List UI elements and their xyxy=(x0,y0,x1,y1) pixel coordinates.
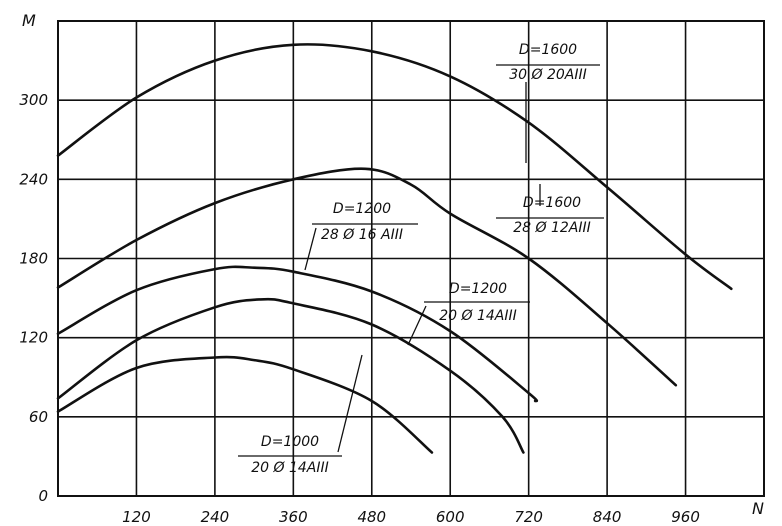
annotation-d1200-20: D=1200 20 Ø 14AIII xyxy=(407,281,530,346)
x-tick-label: 120 xyxy=(122,508,151,526)
annotation-d1200-28: D=1200 28 Ø 16 AIII xyxy=(304,201,418,271)
annotation-d1600-30: D=1600 30 Ø 20AIII xyxy=(496,42,600,163)
series-line-d1000-20 xyxy=(56,355,434,454)
x-tick-label: 600 xyxy=(436,508,465,526)
series-line-d1200-20 xyxy=(56,297,525,454)
series-line-d1200-28 xyxy=(56,265,539,403)
annotation-leader-line xyxy=(337,354,363,453)
x-tick-label: 720 xyxy=(514,508,543,526)
annotation-reinforcement: 20 Ø 14AIII xyxy=(439,308,517,324)
annotation-d1600-28: D=1600 28 Ø 12AIII xyxy=(496,184,604,236)
x-tick-label: 240 xyxy=(201,508,230,526)
x-tick-label: 360 xyxy=(279,508,308,526)
annotation-diameter: D=1600 xyxy=(523,195,581,211)
y-tick-label: 120 xyxy=(19,329,48,347)
annotation-leader-line xyxy=(407,305,427,346)
y-tick-label: 180 xyxy=(19,250,48,268)
y-tick-label: 240 xyxy=(19,170,48,188)
annotation-reinforcement: 30 Ø 20AIII xyxy=(509,67,587,83)
y-tick-label: 0 xyxy=(38,487,48,505)
tick-labels: 120 240 360 480 600 720 840 960 0 60 120 180 240 300 xyxy=(19,91,700,526)
plot-frame xyxy=(57,20,765,497)
annotation-d1000-20: D=1000 20 Ø 14AIII xyxy=(238,354,363,476)
annotation-reinforcement: 28 Ø 12AIII xyxy=(513,220,591,236)
annotation-diameter: D=1200 xyxy=(333,201,391,217)
series-line-d1600-28 xyxy=(56,167,678,387)
annotation-reinforcement: 28 Ø 16 AIII xyxy=(321,227,403,243)
series-line-d1600-30 xyxy=(56,43,733,291)
x-tick-label: 840 xyxy=(593,508,622,526)
annotation-reinforcement: 20 Ø 14AIII xyxy=(251,460,329,476)
x-axis-label: N xyxy=(752,499,764,518)
y-tick-label: 300 xyxy=(19,91,48,109)
y-axis-label: M xyxy=(22,11,36,30)
y-tick-label: 60 xyxy=(29,408,48,426)
annotation-leader-line xyxy=(304,227,317,271)
curve-annotations: D=1600 30 Ø 20AIII D=1600 28 Ø 12AIII D=1200… xyxy=(238,42,604,476)
grid xyxy=(58,21,764,496)
x-tick-label: 960 xyxy=(671,508,700,526)
annotation-diameter: D=1600 xyxy=(519,42,577,58)
annotation-diameter: D=1000 xyxy=(261,434,319,450)
annotation-diameter: D=1200 xyxy=(449,281,507,297)
series-curves xyxy=(56,43,733,454)
x-tick-label: 480 xyxy=(357,508,386,526)
